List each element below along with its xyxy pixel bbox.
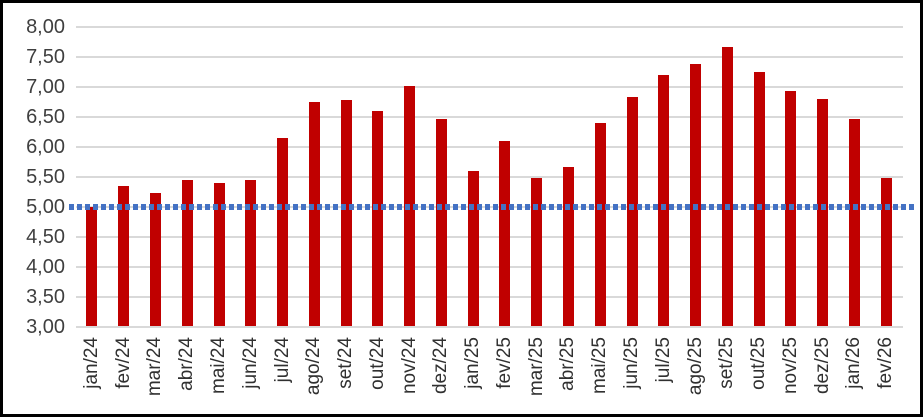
x-axis-tick-label: mar/25 xyxy=(525,337,547,397)
gridline xyxy=(76,26,903,28)
bar-dez/25 xyxy=(817,99,829,326)
bar-ago/25 xyxy=(690,64,701,326)
y-axis-tick-label: 5,50 xyxy=(26,166,65,188)
x-axis-tick-label: out/25 xyxy=(748,337,769,390)
y-axis-tick-label: 5,00 xyxy=(26,196,65,218)
x-axis-tick-label: jan/26 xyxy=(843,337,865,389)
gridline xyxy=(76,56,903,58)
bar-jan/24 xyxy=(86,207,98,326)
x-axis-tick-label: mai/25 xyxy=(589,337,611,395)
bar-set/25 xyxy=(721,46,733,326)
bar-set/24 xyxy=(340,100,352,326)
bar-mai/24 xyxy=(213,183,225,326)
x-axis-tick-label: ago/24 xyxy=(303,337,325,396)
x-axis-tick-label: mar/24 xyxy=(144,337,166,397)
bar-out/24 xyxy=(372,111,384,326)
x-axis-tick-label: fev/25 xyxy=(493,337,515,389)
bar-out/25 xyxy=(753,72,765,326)
bar-jun/24 xyxy=(245,180,257,326)
bar-mar/25 xyxy=(531,178,543,326)
gridline xyxy=(76,236,903,238)
bar-mai/25 xyxy=(594,123,606,326)
reference-line xyxy=(69,204,917,210)
bar-mar/24 xyxy=(149,192,161,326)
x-axis-tick-label: mai/24 xyxy=(208,337,229,395)
x-axis-tick-label: jul/24 xyxy=(271,337,293,383)
x-axis-tick-label: dez/24 xyxy=(430,337,452,395)
bar-ago/24 xyxy=(308,102,320,326)
x-axis-tick-label: abr/25 xyxy=(557,337,579,391)
y-axis-tick-label: 7,50 xyxy=(26,46,65,68)
x-axis-tick-label: jan/25 xyxy=(462,337,484,389)
bar-jan/26 xyxy=(848,118,860,326)
bar-fev/25 xyxy=(499,141,511,326)
bar-abr/24 xyxy=(181,180,193,326)
bar-jun/25 xyxy=(626,97,638,326)
gridline xyxy=(76,86,903,88)
bar-fev/26 xyxy=(880,178,892,326)
x-axis-tick-label: abr/24 xyxy=(176,337,198,391)
y-axis-tick-label: 6,50 xyxy=(26,106,65,128)
bar-jul/25 xyxy=(658,75,670,326)
x-axis-tick-label: set/24 xyxy=(335,337,356,389)
y-axis-tick-label: 8,00 xyxy=(26,16,65,38)
y-axis-tick-label: 3,00 xyxy=(26,316,65,338)
gridline xyxy=(76,176,903,178)
y-axis-tick-label: 4,50 xyxy=(26,226,65,248)
y-axis-tick-label: 7,00 xyxy=(26,76,65,98)
bar-fev/24 xyxy=(118,186,130,326)
gridline xyxy=(76,296,903,298)
gridline xyxy=(76,266,903,268)
x-axis-tick-label: dez/25 xyxy=(811,337,833,395)
bar-dez/24 xyxy=(435,118,447,326)
bar-jan/25 xyxy=(467,171,479,326)
x-axis-tick-label: jun/24 xyxy=(239,337,261,389)
x-axis-tick-label: nov/25 xyxy=(779,337,801,395)
x-axis-tick-label: jan/24 xyxy=(80,337,102,389)
x-axis-tick-label: fev/24 xyxy=(112,337,134,389)
gridline xyxy=(76,326,903,328)
x-axis-tick-label: set/25 xyxy=(716,337,738,389)
x-axis-tick-label: nov/24 xyxy=(398,337,420,395)
x-axis-tick-label: jul/25 xyxy=(652,337,674,383)
x-axis-tick-label: ago/25 xyxy=(684,337,706,396)
gridline xyxy=(76,116,903,118)
x-axis-tick-label: out/24 xyxy=(366,337,388,390)
x-axis-tick-label: jun/25 xyxy=(621,337,642,389)
x-axis-tick-label: fev/26 xyxy=(875,337,897,389)
bar-abr/25 xyxy=(562,166,574,326)
gridline xyxy=(76,146,903,148)
y-axis-tick-label: 4,00 xyxy=(26,256,65,278)
y-axis-tick-label: 3,50 xyxy=(26,286,65,308)
y-axis-tick-label: 6,00 xyxy=(26,136,65,158)
bar-jul/24 xyxy=(277,138,288,326)
